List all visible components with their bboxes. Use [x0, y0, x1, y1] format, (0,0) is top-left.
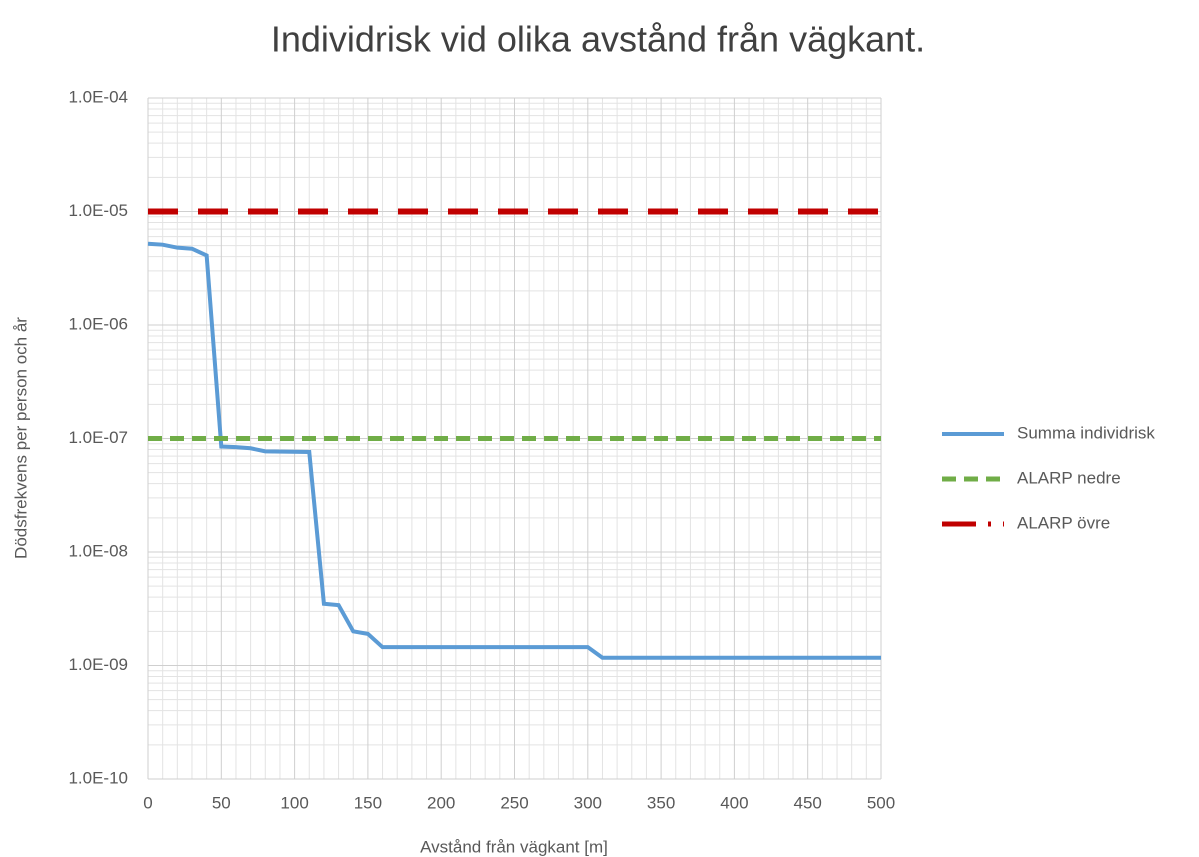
legend-label: ALARP nedre [1017, 468, 1121, 487]
chart-title: Individrisk vid olika avstånd från vägka… [271, 19, 925, 60]
x-tick-label: 150 [354, 793, 382, 812]
legend-label: ALARP övre [1017, 513, 1110, 532]
x-tick-label: 500 [867, 793, 895, 812]
y-tick-label: 1.0E-07 [68, 428, 128, 447]
x-tick-label: 50 [212, 793, 231, 812]
legend-label: Summa individrisk [1017, 423, 1155, 442]
x-tick-label: 0 [143, 793, 152, 812]
y-tick-label: 1.0E-06 [68, 314, 128, 333]
x-tick-label: 400 [720, 793, 748, 812]
y-tick-label: 1.0E-05 [68, 201, 128, 220]
x-axis-label: Avstånd från vägkant [m] [420, 837, 608, 856]
y-tick-label: 1.0E-09 [68, 655, 128, 674]
series-line [147, 241, 881, 660]
x-tick-label: 200 [427, 793, 455, 812]
y-axis-label: Dödsfrekvens per person och år [11, 317, 30, 559]
x-tick-label: 250 [500, 793, 528, 812]
x-tick-label: 100 [280, 793, 308, 812]
y-tick-label: 1.0E-04 [68, 87, 128, 106]
y-tick-label: 1.0E-10 [68, 768, 128, 787]
x-tick-label: 300 [574, 793, 602, 812]
y-tick-label: 1.0E-08 [68, 541, 128, 560]
x-tick-label: 350 [647, 793, 675, 812]
x-tick-label: 450 [794, 793, 822, 812]
